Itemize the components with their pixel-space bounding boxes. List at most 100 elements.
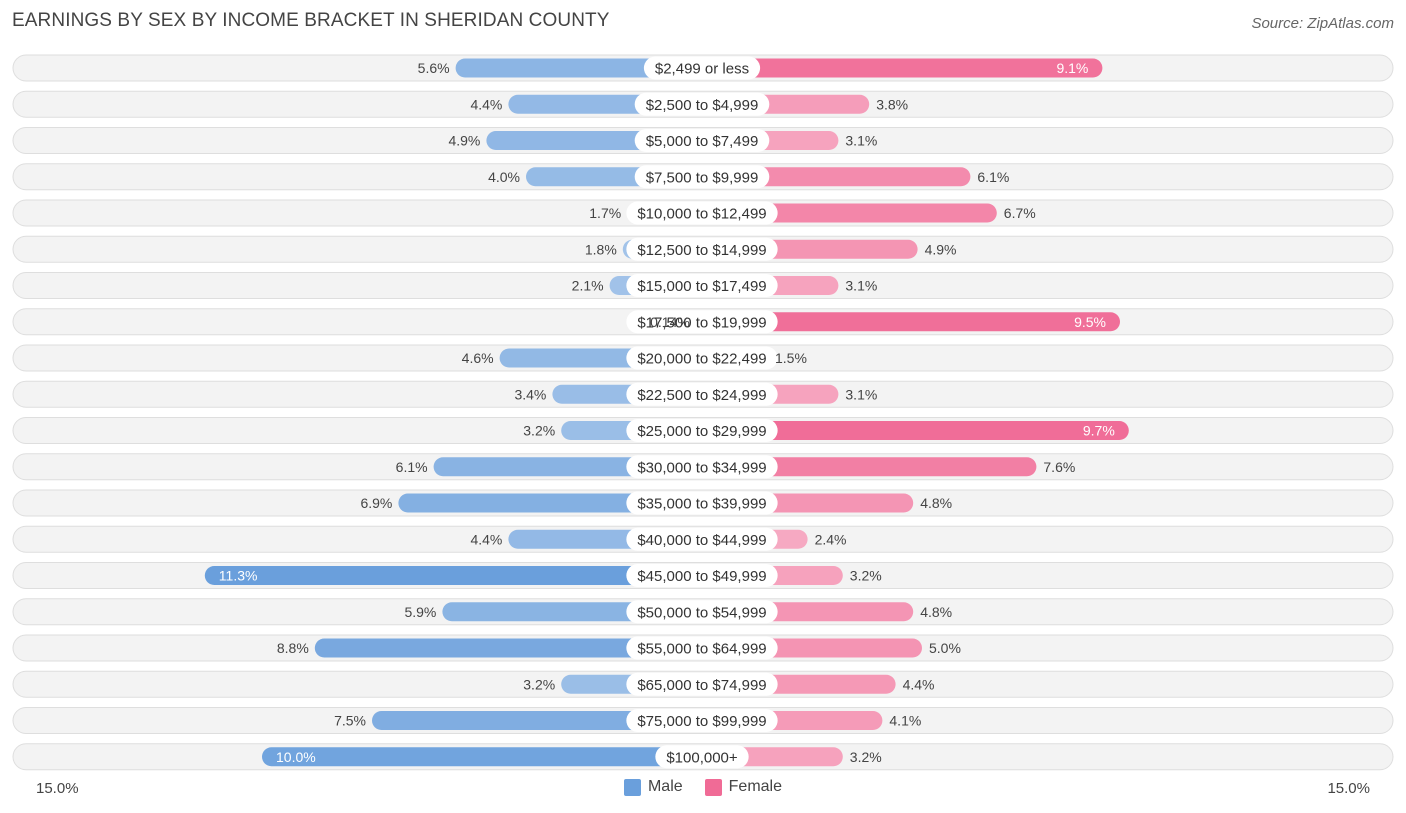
male-bar (398, 493, 702, 513)
category-label: $15,000 to $17,499 (637, 278, 766, 295)
category-label: $7,500 to $9,999 (646, 169, 759, 186)
male-value-label: 4.4% (470, 531, 502, 547)
female-value-label: 6.1% (977, 169, 1009, 185)
female-value-label: 4.8% (920, 495, 952, 511)
male-value-label: 4.0% (488, 169, 520, 185)
category-pill (634, 165, 770, 189)
female-value-label: 9.1% (1056, 60, 1088, 76)
bar-row: $30,000 to $34,999 6.1% 7.6% (12, 453, 1394, 481)
bar-row: $25,000 to $29,999 3.2% 9.7% (12, 417, 1394, 444)
male-bar (455, 58, 702, 78)
category-label: $100,000+ (666, 749, 738, 766)
female-value-label: 2.4% (815, 531, 847, 547)
bar-row: $100,000+ 10.0% 3.2% (12, 743, 1394, 771)
male-value-label: 5.9% (404, 604, 436, 620)
category-label: $35,000 to $39,999 (637, 496, 766, 513)
category-pill (634, 92, 770, 116)
category-pill (626, 527, 778, 551)
category-pill (643, 56, 761, 80)
female-value-label: 3.1% (845, 278, 877, 294)
bar-row: $22,500 to $24,999 3.4% 3.1% (12, 380, 1394, 408)
female-value-label: 5.0% (929, 640, 961, 656)
category-pill (626, 274, 778, 297)
category-label: $40,000 to $44,999 (637, 532, 766, 549)
axis-left-label: 15.0% (36, 780, 79, 797)
bar-row: $5,000 to $7,499 4.9% 3.1% (12, 127, 1394, 154)
male-value-label: 4.4% (470, 96, 502, 112)
category-pill (626, 419, 778, 442)
male-value-label: 3.4% (514, 386, 546, 402)
male-value-label: 10.0% (276, 749, 316, 765)
bar-row: $2,499 or less 5.6% 9.1% (12, 54, 1394, 82)
category-pill (626, 672, 778, 696)
category-pill (626, 310, 778, 334)
category-label: $12,500 to $14,999 (637, 242, 766, 259)
male-value-label: 0.14% (650, 314, 690, 330)
category-pill (655, 745, 749, 769)
category-pill (634, 129, 770, 152)
female-value-label: 9.5% (1074, 314, 1106, 330)
category-label: $10,000 to $12,499 (637, 206, 766, 223)
female-value-label: 1.5% (775, 350, 807, 366)
female-value-label: 6.7% (1004, 205, 1036, 221)
male-value-label: 3.2% (523, 423, 555, 439)
female-value-label: 4.8% (920, 604, 952, 620)
male-value-label: 7.5% (334, 713, 366, 729)
male-bar (372, 711, 702, 730)
category-pill (626, 491, 778, 515)
legend-item-female[interactable]: Female (704, 778, 782, 796)
male-value-label: 6.1% (396, 459, 428, 475)
male-value-label: 6.9% (360, 495, 392, 511)
male-value-label: 8.8% (277, 640, 309, 656)
bar-row: $55,000 to $64,999 8.8% 5.0% (12, 634, 1394, 662)
female-value-label: 3.1% (845, 386, 877, 402)
female-value-label: 3.2% (850, 568, 882, 584)
female-bar (702, 421, 1129, 440)
legend: Male Female (0, 778, 1406, 796)
category-pill (626, 237, 778, 261)
male-value-label: 3.2% (523, 676, 555, 692)
female-value-label: 9.7% (1083, 423, 1115, 439)
category-label: $75,000 to $99,999 (637, 713, 766, 730)
category-pill (626, 709, 778, 732)
bar-row: $15,000 to $17,499 2.1% 3.1% (12, 272, 1394, 299)
female-bar (702, 457, 1037, 477)
bar-row: $40,000 to $44,999 4.4% 2.4% (12, 525, 1394, 553)
category-label: $22,500 to $24,999 (637, 387, 766, 404)
male-bar (314, 638, 702, 658)
bar-row: $65,000 to $74,999 3.2% 4.4% (12, 670, 1394, 698)
bar-row: $45,000 to $49,999 11.3% 3.2% (12, 562, 1394, 589)
female-bar (702, 312, 1120, 332)
category-label: $30,000 to $34,999 (637, 459, 766, 476)
female-value-label: 3.8% (876, 96, 908, 112)
female-bar (702, 58, 1103, 78)
category-pill (626, 600, 778, 624)
category-label: $45,000 to $49,999 (637, 568, 766, 585)
category-pill (626, 382, 778, 406)
source-label: Source: ZipAtlas.com (1251, 15, 1394, 32)
category-label: $17,500 to $19,999 (637, 314, 766, 331)
female-value-label: 7.6% (1043, 459, 1075, 475)
legend-swatch-male (623, 778, 641, 796)
category-label: $50,000 to $54,999 (637, 604, 766, 621)
female-value-label: 3.1% (845, 133, 877, 149)
category-pill (626, 201, 778, 225)
category-label: $55,000 to $64,999 (637, 641, 766, 658)
male-value-label: 1.7% (589, 205, 621, 221)
bar-row: $7,500 to $9,999 4.0% 6.1% (12, 163, 1394, 191)
category-label: $5,000 to $7,499 (646, 133, 759, 150)
male-value-label: 11.3% (219, 568, 258, 584)
female-value-label: 4.9% (925, 241, 957, 257)
category-label: $2,500 to $4,999 (646, 97, 759, 114)
category-label: $65,000 to $74,999 (637, 677, 766, 694)
legend-swatch-female (704, 778, 722, 796)
bar-row: $12,500 to $14,999 1.8% 4.9% (12, 235, 1394, 263)
male-value-label: 2.1% (572, 278, 604, 294)
bar-row: $2,500 to $4,999 4.4% 3.8% (12, 90, 1394, 118)
legend-item-male[interactable]: Male (623, 778, 683, 796)
bar-row: $20,000 to $22,499 4.6% 1.5% (12, 344, 1394, 372)
category-label: $20,000 to $22,499 (637, 351, 766, 368)
bar-row: $35,000 to $39,999 6.9% 4.8% (12, 489, 1394, 517)
